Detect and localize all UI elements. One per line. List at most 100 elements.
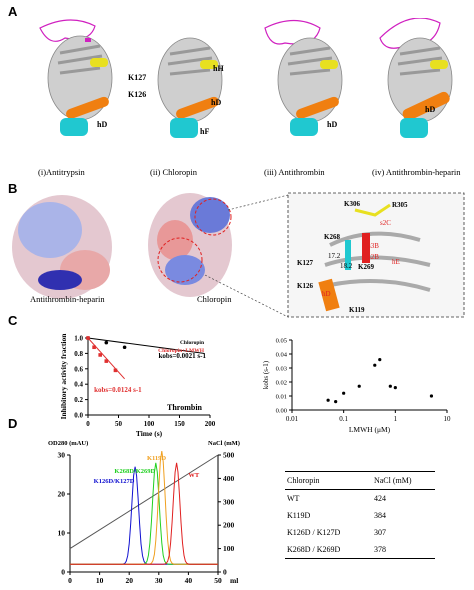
table-cell: 424 <box>373 494 386 503</box>
panel-letter-c: C <box>8 313 18 328</box>
caption-antithrombin-heparin: (iv) Antithrombin-heparin <box>372 167 461 177</box>
legend-entry: Chloropin+LMWH <box>158 348 205 354</box>
fit-line <box>87 337 125 380</box>
y-tick-label: 0.4 <box>74 381 83 389</box>
data-point <box>86 336 90 340</box>
structure-antithrombin-heparin <box>379 18 453 138</box>
data-point <box>92 345 96 350</box>
legend-entry: Chloropin <box>180 340 204 346</box>
x-tick-label: 40 <box>185 576 193 585</box>
trace-line <box>70 462 218 565</box>
structure-antithrombin <box>264 19 343 136</box>
structure-chloropin <box>157 37 223 138</box>
nacl-gradient-line <box>69 454 219 550</box>
table-cell: WT <box>287 494 300 503</box>
x-axis-label: ml <box>230 576 238 585</box>
table-header-chloropin: Chloropin <box>285 471 372 490</box>
y-axis-label-left: OD280 (mAU) <box>48 440 88 447</box>
label-hd-2: hD <box>211 98 222 107</box>
chart-inhibition-kinetics: 0 50 100 150 200 0.0 0.2 0.4 0.6 0.8 1.0 Time (s) In… <box>59 333 216 438</box>
zoom-label-hd: hD <box>322 290 331 298</box>
y-axis-label: kobs (s-1) <box>262 360 270 389</box>
zoom-label-s3b: s3B <box>368 242 379 250</box>
y-tick-label-right: 300 <box>223 497 235 506</box>
table-cell: 378 <box>371 541 435 559</box>
data-point <box>334 400 338 404</box>
x-tick-label: 0 <box>86 420 90 428</box>
label-k127-2: K127 <box>128 73 147 82</box>
data-point <box>342 391 346 395</box>
x-axis-label: LMWH (μM) <box>349 425 391 434</box>
table-row: K268D / K269D 378 <box>285 541 435 559</box>
zoom-label-k119: K119 <box>349 306 365 314</box>
x-tick-label: 0.1 <box>339 415 348 423</box>
x-tick-label: 0 <box>68 576 72 585</box>
data-point <box>104 359 109 363</box>
y-tick-label: 0.6 <box>74 365 83 373</box>
table-row: K126D / K127D 307 <box>285 524 435 541</box>
y-tick-label: 0.0 <box>74 412 83 420</box>
table-cell: K119D <box>287 511 311 520</box>
zoom-box <box>287 192 465 318</box>
y-tick-label: 0.2 <box>74 396 83 404</box>
surface-antithrombin-heparin <box>12 195 112 299</box>
y-tick-label: 0.00 <box>276 408 287 415</box>
label-k126-2: K126 <box>128 90 147 99</box>
caption-antitrypsin: (i)Antitrypsin <box>38 167 85 177</box>
panel-letter-b: B <box>8 181 18 196</box>
y-tick-label: 0.02 <box>276 380 287 387</box>
x-tick-label: 20 <box>125 576 133 585</box>
label-hd-4: hD <box>425 105 436 114</box>
y-tick-label-right: 200 <box>223 521 235 530</box>
label-hf-2: hF <box>200 127 210 136</box>
zoom-label-r305: R305 <box>392 201 408 209</box>
data-point <box>98 353 102 357</box>
nacl-table: Chloropin NaCl (mM) WT 424 K119D 384 K12… <box>285 471 435 559</box>
table-cell: 307 <box>373 528 386 537</box>
y-tick-label-right: 0 <box>223 568 227 577</box>
trace-label: K119D <box>147 455 166 462</box>
data-point <box>104 340 109 345</box>
data-point <box>429 394 434 398</box>
y-tick-label-right: 500 <box>223 451 235 460</box>
trace-label: WT <box>188 472 200 479</box>
table-header-row: Chloropin NaCl (mM) <box>285 471 435 490</box>
data-point <box>357 384 361 388</box>
caption-antithrombin: (iii) Antithrombin <box>264 167 325 177</box>
caption-b-antithrombin-heparin: Antithrombin-heparin <box>30 294 105 304</box>
zoom-label-k269: K269 <box>358 263 374 271</box>
y-tick-label-right: 100 <box>223 544 235 553</box>
panel-letter-a: A <box>8 4 18 19</box>
panel-letter-d: D <box>8 416 18 431</box>
zoom-label-d1: 17.2 <box>328 252 341 260</box>
y-axis-label: Inhibitory activity fraction <box>59 333 68 420</box>
x-tick-label: 0.01 <box>286 415 299 423</box>
annotation: kobs=0.0021 s-1 <box>158 352 206 360</box>
x-tick-label: 10 <box>444 415 452 423</box>
surface-chloropin <box>148 193 289 318</box>
chart-chromatogram: 0 10 20 30 40 50 ml01020300100200300400500OD28… <box>48 440 240 585</box>
trace-label: K268D/K269D <box>114 468 155 475</box>
zoom-label-k127: K127 <box>297 259 313 267</box>
x-tick-label: 50 <box>115 420 123 428</box>
table-row: WT 424 <box>285 490 435 508</box>
table-header-nacl: NaCl (mM) <box>371 471 435 490</box>
data-point <box>373 363 377 367</box>
panel-b-surfaces <box>12 192 465 318</box>
y-tick-label-left: 20 <box>58 490 66 499</box>
y-tick-label: 0.05 <box>276 338 287 345</box>
fit-line <box>87 337 204 354</box>
y-tick-label-left: 0 <box>61 568 65 577</box>
y-tick-label-left: 30 <box>58 451 66 460</box>
structure-antitrypsin <box>39 19 113 136</box>
x-tick-label: 30 <box>155 576 163 585</box>
zoom-label-s2b: s2B <box>368 253 379 261</box>
label-hh-2: hH <box>213 64 224 73</box>
x-tick-label: 100 <box>144 420 155 428</box>
data-point <box>388 384 392 388</box>
y-tick-label: 0.04 <box>276 352 288 359</box>
zoom-label-he: hE <box>392 258 400 266</box>
x-tick-label: 200 <box>205 420 216 428</box>
label-hd-1: hD <box>97 120 108 129</box>
